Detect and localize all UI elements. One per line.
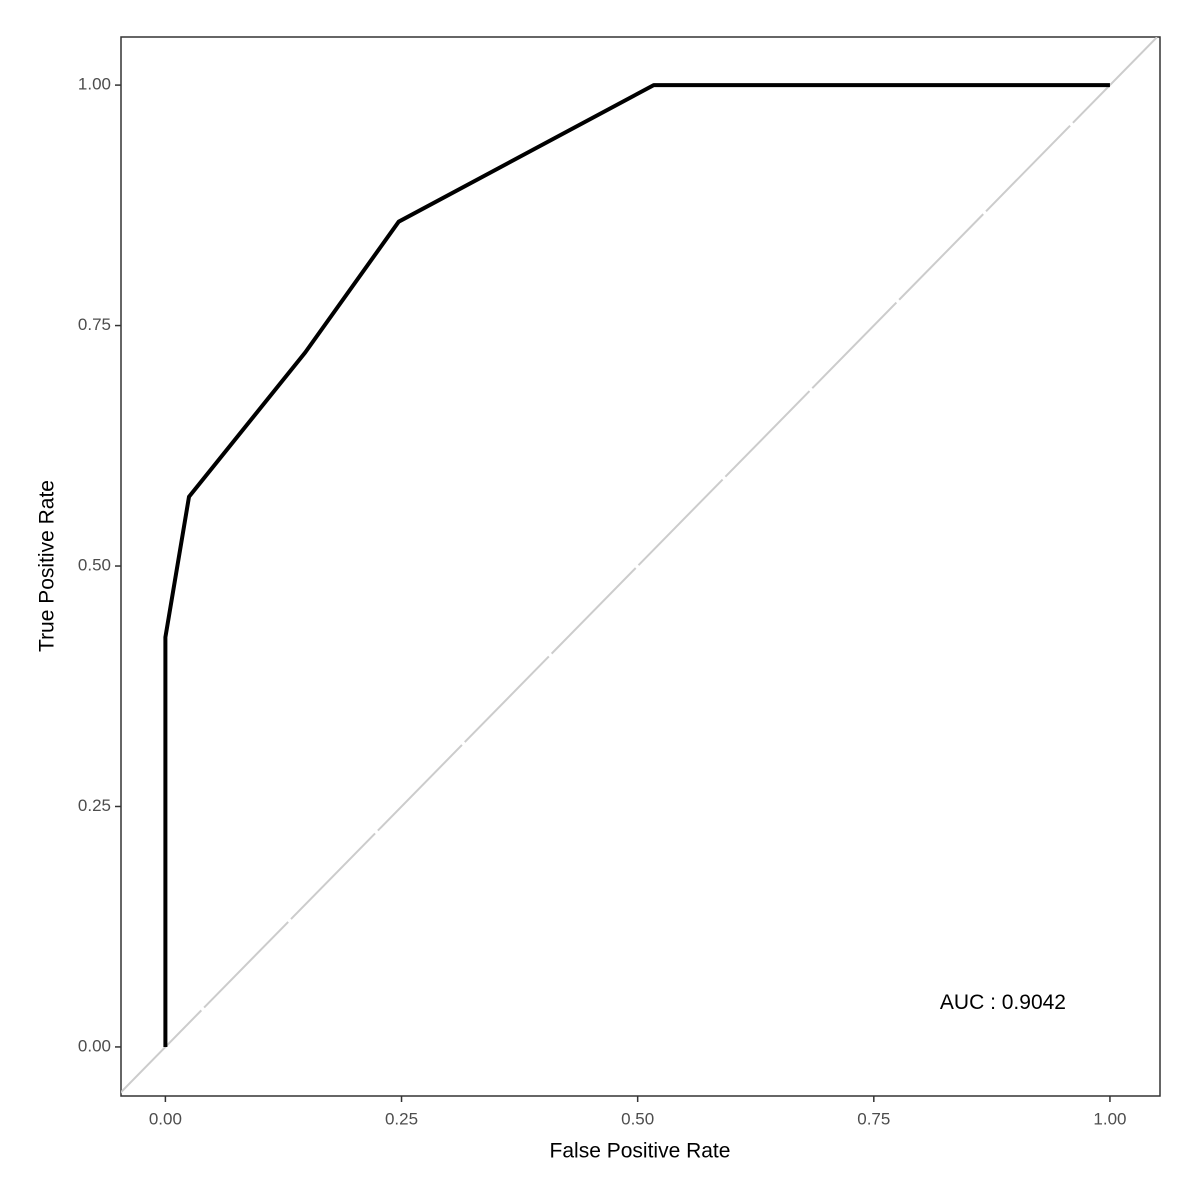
x-tick-label: 0.25 [385, 1109, 418, 1128]
x-tick-label: 0.00 [149, 1109, 182, 1128]
x-tick-label: 0.75 [857, 1109, 890, 1128]
x-axis-title: False Positive Rate [550, 1140, 731, 1163]
y-tick-label: 1.00 [78, 75, 111, 94]
y-tick-label: 0.50 [78, 556, 111, 575]
y-axis-title: True Positive Rate [36, 480, 59, 652]
annotation: AUC : 0.9042 [940, 991, 1066, 1014]
roc-curve [163, 83, 1110, 1047]
y-tick-label: 0.25 [78, 796, 111, 815]
y-tick-label: 0.00 [78, 1036, 111, 1055]
plot-panel [120, 36, 1161, 1097]
reference-diagonal [121, 37, 1159, 1094]
y-tick-label: 0.75 [78, 315, 111, 334]
plot-area [121, 37, 1159, 1094]
x-tick-label: 0.50 [621, 1109, 654, 1128]
x-tick-label: 1.00 [1093, 1109, 1126, 1128]
